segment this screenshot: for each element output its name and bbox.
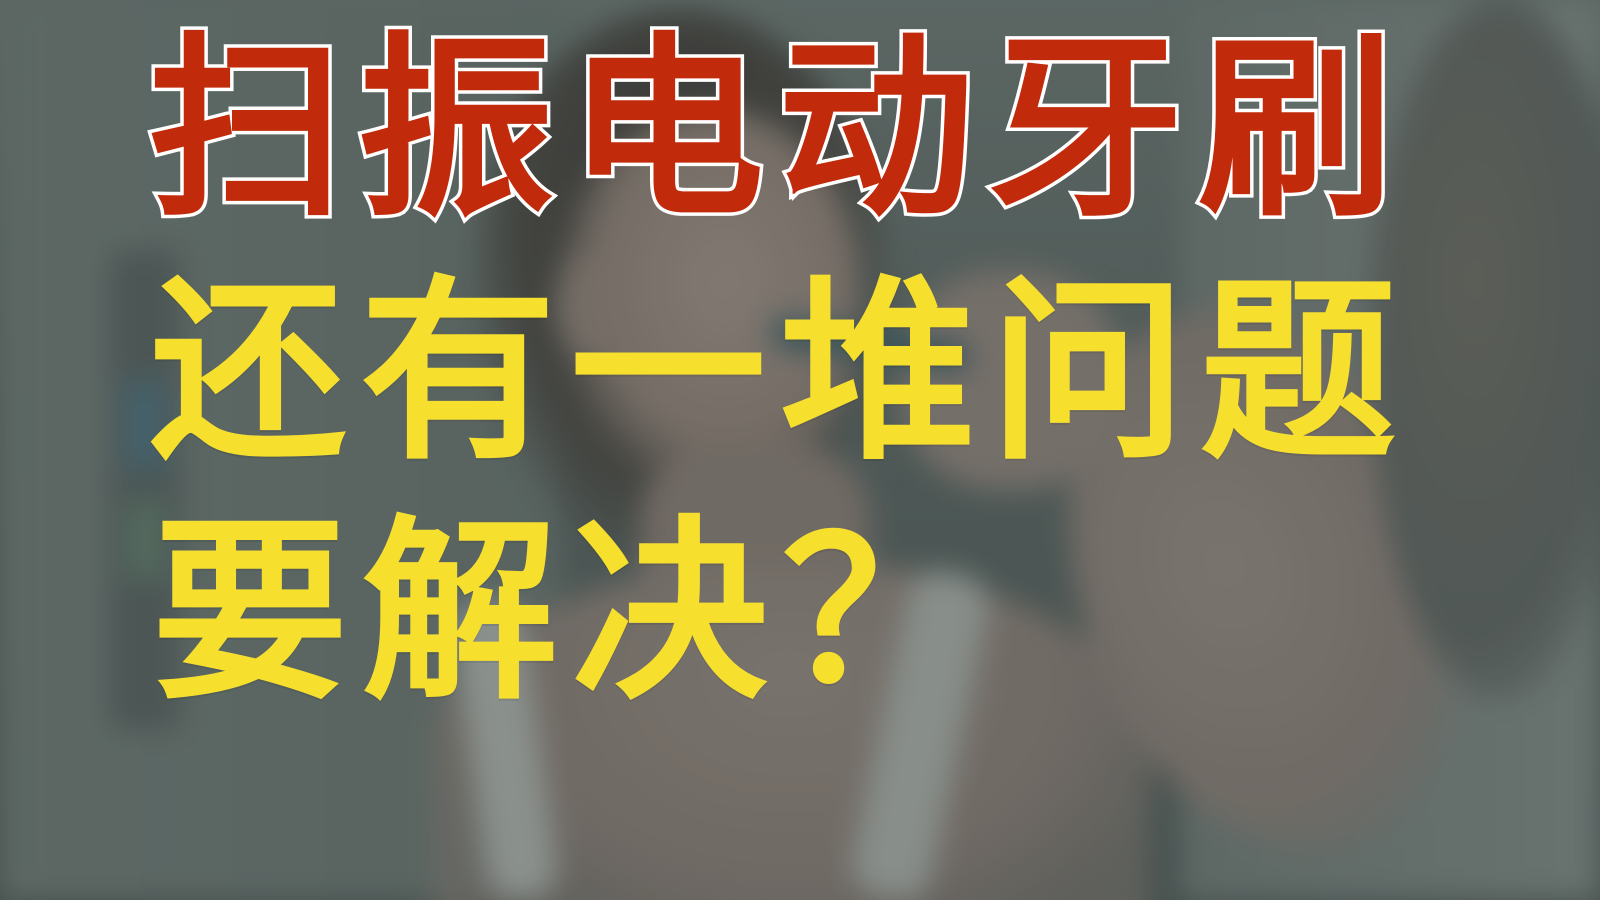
person-hand	[900, 270, 1120, 490]
bathroom-shelf	[110, 250, 180, 730]
mirror-reflection	[1370, 0, 1600, 700]
shelf-bottle	[128, 500, 162, 580]
headline-line-3: 要解决？	[152, 499, 993, 727]
headline-line-2: 还有一堆问题	[150, 259, 1411, 487]
shelf-bottle	[125, 380, 165, 470]
headline-line-1: 扫振电动牙刷	[144, 16, 1409, 244]
person-face	[560, 110, 860, 490]
